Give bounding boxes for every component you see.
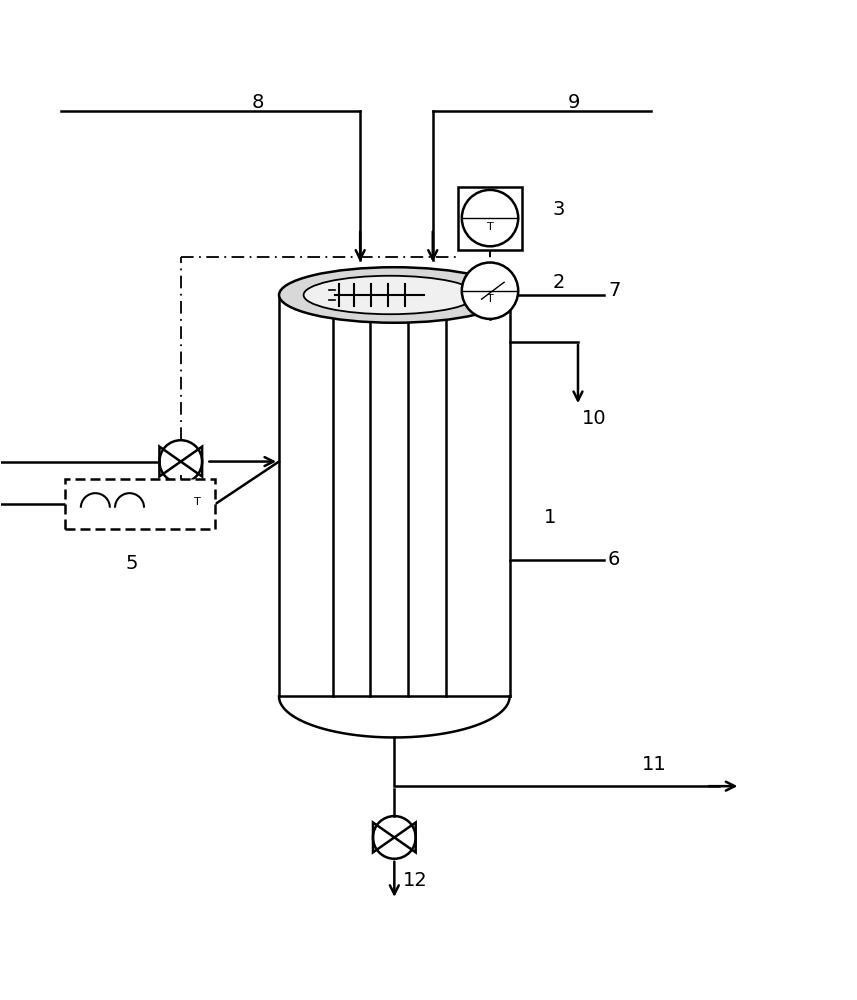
- Bar: [65, 479, 215, 529]
- Text: 9: 9: [567, 93, 580, 112]
- Ellipse shape: [279, 267, 510, 323]
- Text: 5: 5: [125, 554, 138, 573]
- Text: 8: 8: [251, 93, 264, 112]
- Text: 4: 4: [149, 499, 161, 518]
- Text: 1: 1: [544, 508, 556, 527]
- Circle shape: [462, 263, 518, 319]
- Text: T: T: [195, 497, 201, 507]
- Bar: [458, 187, 522, 250]
- Text: T: T: [487, 294, 494, 304]
- Circle shape: [462, 190, 518, 246]
- Text: 11: 11: [642, 755, 667, 774]
- Text: 12: 12: [403, 871, 428, 890]
- Ellipse shape: [303, 276, 476, 314]
- Text: 7: 7: [608, 281, 620, 300]
- Text: 2: 2: [553, 273, 565, 292]
- Text: T: T: [487, 222, 494, 232]
- Text: 3: 3: [553, 200, 565, 219]
- Text: 10: 10: [582, 409, 607, 428]
- Text: 6: 6: [608, 550, 620, 569]
